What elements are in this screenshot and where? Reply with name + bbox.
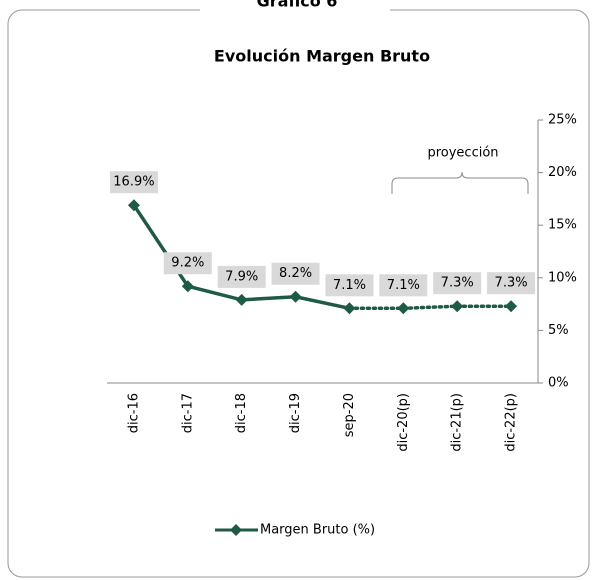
marker (505, 300, 518, 313)
data-label: 7.3% (495, 276, 528, 291)
y2-tick-label: 15% (548, 218, 577, 233)
y2-tick-label: 5% (548, 323, 569, 338)
data-label: 7.1% (387, 278, 420, 293)
legend-label: Margen Bruto (%) (260, 523, 375, 538)
x-tick-label: dic-18 (234, 393, 249, 433)
x-tick-label: dic-16 (126, 393, 141, 433)
data-label-bg (217, 265, 266, 288)
y2-tick-label: 10% (548, 270, 577, 285)
y2-tick-label: 25% (548, 113, 577, 128)
data-label-bg (325, 274, 374, 297)
data-label: 9.2% (171, 256, 204, 271)
data-label: 7.3% (441, 276, 474, 291)
marker (451, 300, 464, 313)
marker (289, 290, 302, 303)
data-label: 7.9% (225, 269, 258, 284)
annotation: proyección (427, 146, 498, 161)
data-label-bg (433, 272, 482, 295)
x-tick-label: dic-21(p) (450, 393, 465, 452)
data-label-bg (163, 252, 212, 275)
y2-tick-label: 20% (548, 165, 577, 180)
title-gap (200, 0, 390, 12)
marker (181, 280, 194, 293)
data-label: 7.1% (333, 278, 366, 293)
data-label: 16.9% (113, 175, 154, 190)
data-label-bg (379, 274, 428, 297)
legend-marker (230, 524, 242, 536)
x-tick-label: dic-22(p) (504, 393, 519, 452)
data-label-bg (109, 171, 158, 194)
marker (343, 302, 356, 315)
data-label-bg (487, 272, 536, 295)
marker (235, 293, 248, 306)
chart-title: Evolución Margen Bruto (214, 47, 430, 66)
x-tick-label: dic-17 (180, 393, 195, 433)
x-tick-label: sep-20 (342, 393, 357, 437)
data-label-bg (271, 262, 320, 285)
line (347, 304, 513, 311)
x-tick-label: dic-19 (288, 393, 303, 433)
page-title: Gráfico 6 (257, 0, 338, 11)
x-tick-label: dic-20(p) (396, 393, 411, 452)
projection-brace (391, 171, 529, 194)
data-label: 8.2% (279, 266, 312, 281)
y2-tick-label: 0% (548, 376, 569, 391)
marker (127, 199, 140, 212)
marker (397, 302, 410, 315)
